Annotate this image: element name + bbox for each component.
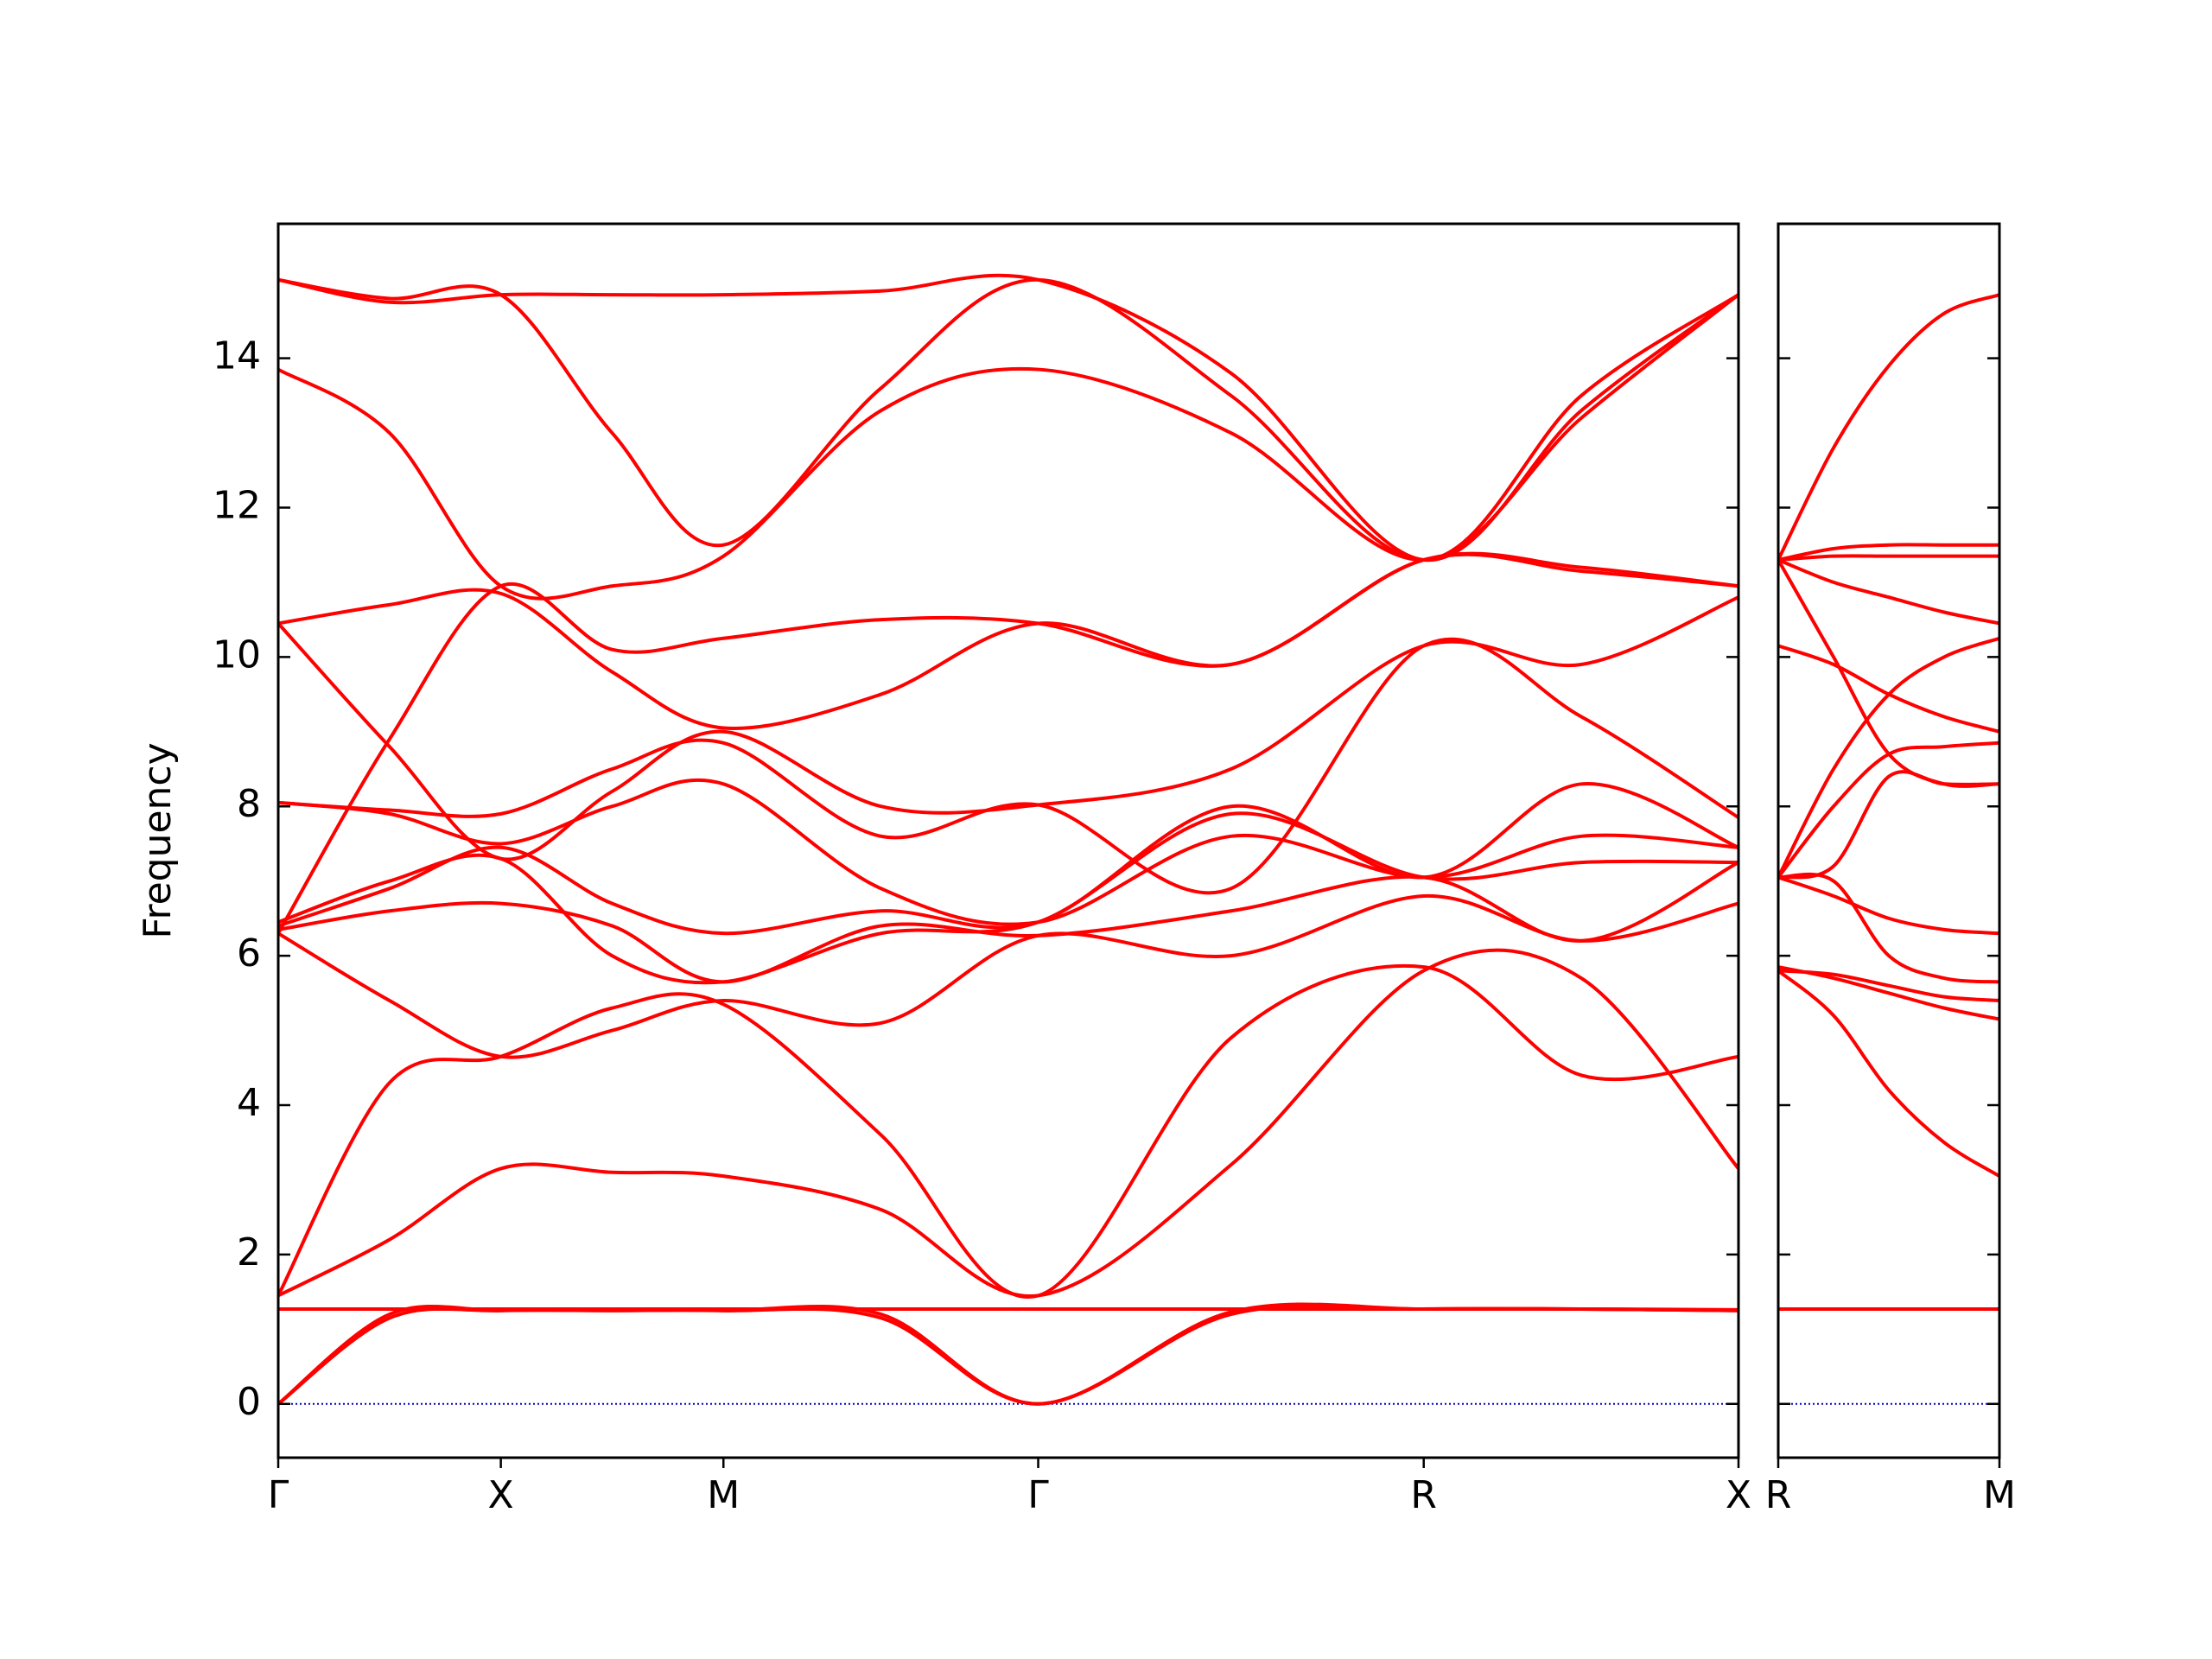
band-line	[1778, 558, 1999, 626]
x-tick-label: M	[1983, 1473, 2016, 1517]
y-tick-label: 4	[237, 1081, 261, 1125]
band-line	[1778, 741, 1999, 879]
band-line	[1778, 636, 1999, 879]
band-line	[278, 293, 1738, 601]
x-tick-label: R	[1410, 1473, 1437, 1517]
band-line	[1778, 554, 1999, 562]
band-line	[278, 273, 1738, 563]
band-line	[278, 1306, 1738, 1312]
y-axis-label: Frequency	[136, 742, 180, 938]
y-tick-label: 0	[237, 1380, 261, 1424]
band-line	[278, 778, 1738, 926]
band-line	[278, 637, 1738, 895]
band-line	[1778, 872, 1999, 984]
band-line	[1778, 969, 1999, 1002]
band-line	[1778, 875, 1999, 936]
plot-area	[1778, 293, 1999, 1405]
y-tick-label: 6	[237, 931, 261, 976]
band-line	[278, 277, 1738, 562]
y-tick-label: 8	[237, 782, 261, 826]
band-line	[278, 1304, 1738, 1406]
band-line	[278, 1302, 1738, 1406]
x-tick-label: R	[1765, 1473, 1792, 1517]
band-line	[278, 811, 1738, 985]
band-line	[278, 948, 1738, 1298]
x-tick-label: Γ	[268, 1473, 289, 1517]
band-line	[1778, 293, 1999, 561]
band-line	[278, 595, 1738, 861]
plot-area	[278, 273, 1738, 1406]
axes-frame	[276, 222, 1740, 1459]
x-tick-label: M	[707, 1473, 740, 1517]
y-tick-label: 12	[213, 483, 261, 527]
y-tick-label: 10	[213, 632, 261, 677]
band-line	[1778, 644, 1999, 734]
y-tick-label: 2	[237, 1230, 261, 1274]
band-line	[278, 552, 1738, 935]
x-tick-label: X	[488, 1473, 514, 1517]
x-tick-label: X	[1726, 1473, 1751, 1517]
band-line	[278, 861, 1738, 984]
band-line	[1778, 558, 1999, 788]
band-line	[1778, 543, 1999, 562]
band-line	[278, 551, 1738, 730]
band-line	[278, 893, 1738, 1059]
band-line	[1778, 969, 1999, 1178]
band-line	[278, 782, 1738, 936]
axes-frame	[1777, 222, 2001, 1459]
band-line	[278, 963, 1738, 1300]
y-tick-label: 14	[213, 334, 261, 378]
x-tick-label: Γ	[1027, 1473, 1049, 1517]
band-line	[1778, 965, 1999, 1021]
